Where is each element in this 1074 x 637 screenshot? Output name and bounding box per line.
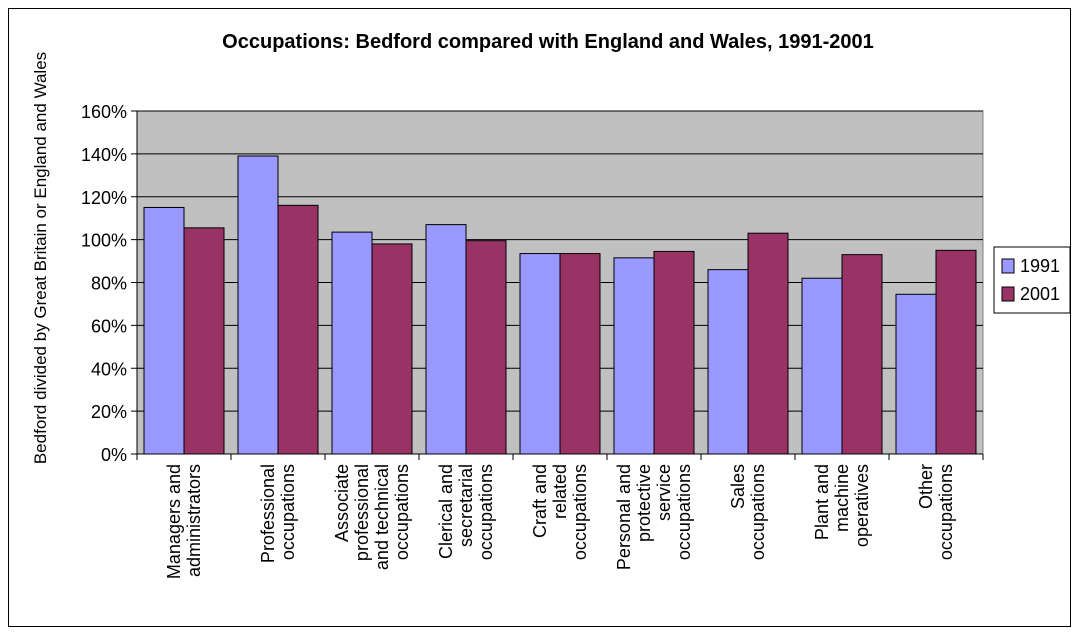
bar-2001 — [465, 240, 507, 455]
bar-1991 — [331, 231, 373, 455]
legend-swatch-2001 — [1001, 286, 1015, 302]
bar-1991 — [237, 155, 279, 455]
bar-1991 — [613, 257, 655, 455]
bar-2001 — [277, 204, 319, 455]
legend — [993, 246, 1071, 314]
x-category-label: Personal andprotectiveserviceoccupations — [614, 464, 694, 570]
x-category-label: Associateprofessionaland technicaloccupa… — [332, 464, 412, 570]
y-tick-label: 140% — [81, 145, 127, 165]
bar-2001 — [841, 254, 883, 455]
bar-1991 — [895, 293, 937, 455]
bar-2001 — [559, 253, 601, 455]
chart-title: Occupations: Bedford compared with Engla… — [222, 31, 874, 53]
y-tick-label: 80% — [91, 274, 127, 294]
legend-label-2001: 2001 — [1020, 284, 1060, 304]
bar-2001 — [747, 232, 789, 455]
legend-label-1991: 1991 — [1020, 256, 1060, 276]
bar-1991 — [801, 277, 843, 455]
y-tick-label: 60% — [91, 316, 127, 336]
bar-1991 — [143, 206, 185, 455]
y-axis-label: Bedford divided by Great Britain or Engl… — [31, 52, 50, 464]
legend-swatch-1991 — [1001, 258, 1015, 274]
y-tick-label: 40% — [91, 359, 127, 379]
bar-2001 — [371, 243, 413, 455]
x-category-label: Clerical andsecretarialoccupations — [436, 464, 496, 560]
x-category-label: Plant andmachineoperatives — [812, 464, 872, 547]
bar-1991 — [519, 253, 561, 455]
x-category-label: Otheroccupations — [916, 464, 956, 560]
x-category-label: Craft andrelatedoccupations — [530, 464, 590, 560]
y-tick-label: 100% — [81, 231, 127, 251]
y-tick-label: 160% — [81, 102, 127, 122]
bar-1991 — [425, 224, 467, 455]
y-tick-label: 0% — [101, 445, 127, 465]
x-category-label: Managers andadministrators — [164, 464, 204, 579]
bar-2001 — [183, 227, 225, 455]
y-tick-label: 20% — [91, 402, 127, 422]
y-tick-label: 120% — [81, 188, 127, 208]
x-category-label: Salesoccupations — [728, 464, 768, 560]
bar-1991 — [707, 269, 749, 455]
x-category-label: Professionaloccupations — [258, 464, 298, 563]
bar-2001 — [935, 249, 977, 455]
bar-2001 — [653, 250, 695, 455]
